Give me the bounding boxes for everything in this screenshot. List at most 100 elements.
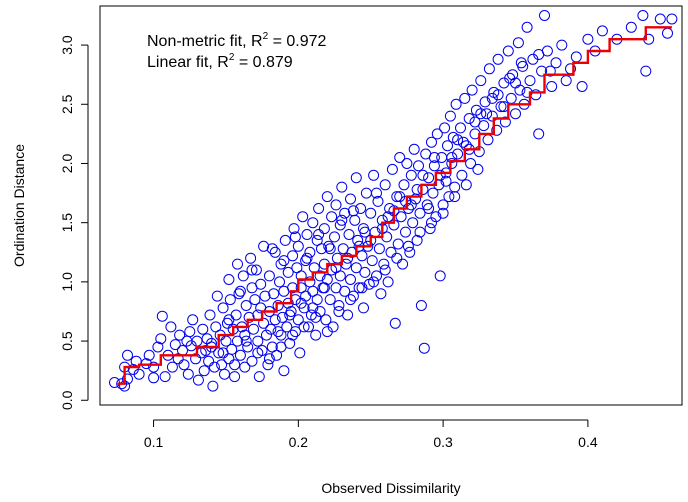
data-point [426, 217, 437, 229]
data-point [491, 124, 503, 136]
data-point [198, 365, 210, 377]
data-point [272, 300, 284, 311]
data-point [397, 258, 409, 270]
data-point [486, 92, 498, 104]
data-point [371, 270, 382, 282]
data-point [353, 282, 365, 294]
data-point [311, 294, 323, 306]
data-point [275, 258, 287, 270]
data-point [245, 252, 257, 264]
data-point [442, 140, 453, 152]
data-point [217, 302, 229, 314]
data-point [314, 306, 326, 317]
data-point [446, 158, 458, 169]
data-point [333, 306, 345, 317]
data-point [122, 349, 133, 361]
data-point [504, 72, 516, 84]
data-point [219, 368, 230, 380]
data-point [640, 65, 652, 77]
data-point [431, 128, 443, 140]
data-point [404, 246, 416, 258]
annotation-superscript: 2 [229, 52, 235, 63]
data-point [413, 160, 424, 172]
data-point [414, 207, 426, 219]
data-point [287, 329, 299, 341]
data-point [269, 314, 281, 326]
data-point [255, 302, 267, 314]
data-point [492, 89, 504, 101]
data-point [576, 81, 588, 92]
data-point [378, 258, 390, 270]
data-point [223, 353, 235, 365]
data-point [550, 57, 562, 69]
data-point [307, 217, 319, 229]
data-point [339, 285, 351, 297]
data-point [434, 270, 446, 282]
data-point [379, 179, 391, 191]
data-point [208, 361, 220, 373]
data-point [276, 311, 288, 323]
data-point [313, 229, 325, 240]
data-point [240, 300, 252, 311]
data-point [481, 108, 493, 120]
data-point [165, 321, 177, 333]
data-point [437, 199, 449, 211]
data-point [463, 113, 475, 124]
data-point [336, 181, 348, 193]
data-point [262, 359, 274, 371]
data-point [423, 172, 435, 184]
data-point [159, 371, 171, 383]
data-point [560, 75, 572, 87]
data-point [278, 255, 290, 267]
data-point [524, 75, 536, 87]
data-point [475, 108, 487, 120]
data-point [469, 116, 481, 128]
y-axis: 0.0 0.5 1.0 1.5 2.0 2.5 3.0 [59, 35, 89, 410]
data-point [239, 361, 251, 373]
data-point [246, 264, 258, 276]
data-point [295, 282, 307, 294]
data-point [143, 349, 155, 361]
data-point [391, 252, 403, 264]
data-point [366, 255, 378, 267]
data-point [415, 300, 427, 311]
data-point [330, 199, 342, 211]
data-point [359, 266, 371, 278]
data-point [446, 152, 458, 163]
data-point [250, 264, 262, 276]
data-point [533, 49, 545, 60]
data-point [237, 270, 249, 282]
data-point [156, 310, 168, 322]
data-point [502, 45, 514, 57]
data-point [375, 288, 387, 300]
data-point [152, 341, 164, 353]
data-point [483, 63, 495, 75]
data-point [368, 276, 380, 288]
data-point [515, 57, 527, 69]
x-axis: 0.1 0.2 0.3 0.4 [144, 419, 598, 450]
data-point [385, 246, 397, 258]
data-point [343, 229, 355, 240]
y-tick-label: 2.5 [59, 94, 75, 114]
data-point [662, 27, 673, 39]
data-point [169, 339, 181, 351]
data-point [223, 274, 235, 285]
data-point [282, 266, 294, 278]
data-point [427, 187, 439, 199]
data-point [310, 311, 322, 323]
y-tick-label: 3.0 [59, 35, 75, 55]
data-point [418, 342, 430, 354]
data-point [507, 69, 519, 81]
data-point [499, 116, 511, 128]
data-point [232, 335, 243, 347]
data-point [301, 229, 313, 240]
data-point [197, 323, 209, 335]
data-point [475, 75, 487, 87]
data-point [321, 326, 333, 338]
data-point [234, 349, 246, 361]
data-point [258, 317, 270, 329]
data-point [654, 13, 666, 25]
annotation-suffix: = 0.972 [268, 33, 326, 50]
fit-annotations: Non-metric fit, R2 = 0.972 Linear fit, R… [147, 31, 327, 71]
data-point [174, 329, 186, 341]
